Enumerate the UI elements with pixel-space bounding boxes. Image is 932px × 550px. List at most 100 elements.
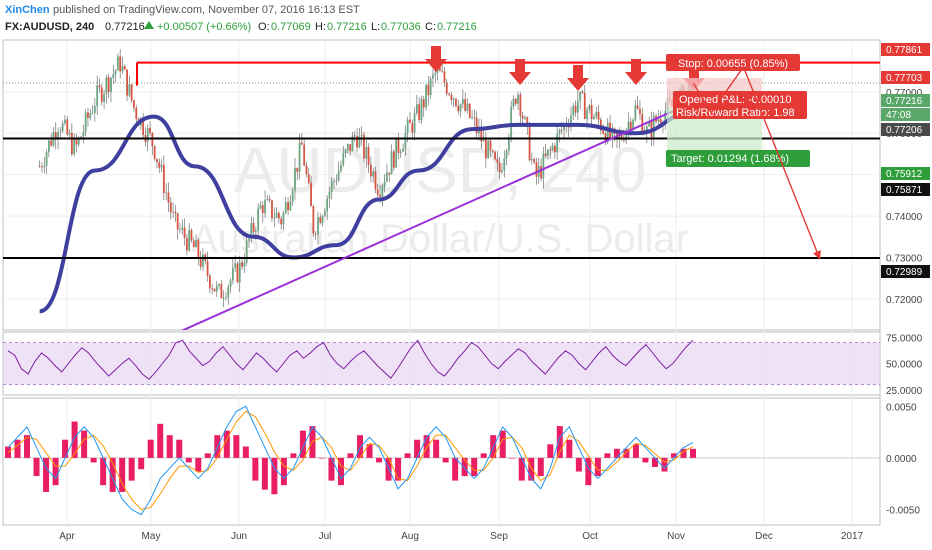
- candle-body: [236, 263, 239, 283]
- candle-body: [77, 137, 80, 145]
- candle-body: [264, 199, 266, 214]
- candle-body: [521, 115, 524, 119]
- x-tick-label: Oct: [582, 531, 598, 542]
- candle-body: [551, 145, 554, 150]
- candle-body: [314, 233, 317, 235]
- candle-body: [356, 136, 358, 148]
- x-tick-label: Dec: [755, 531, 773, 542]
- candle-body: [576, 100, 579, 113]
- x-tick-label: Jun: [231, 531, 247, 542]
- low-value: 0.77036: [381, 21, 421, 33]
- pnl-label-box[interactable]: [673, 91, 807, 119]
- candle-body: [146, 128, 149, 142]
- candle-body: [335, 180, 338, 182]
- candle-body: [512, 98, 515, 107]
- macd-layer: [3, 405, 880, 516]
- macd-histogram-bar: [518, 457, 525, 481]
- candle-body: [47, 140, 50, 153]
- candle-body: [413, 113, 416, 133]
- macd-histogram-bar: [632, 444, 639, 458]
- candle-body: [87, 112, 89, 119]
- candle-body: [629, 121, 632, 131]
- open-label: O:: [258, 21, 270, 33]
- candle-body: [43, 165, 46, 168]
- candle-body: [346, 144, 349, 150]
- candle-body: [376, 189, 379, 195]
- candle-body: [243, 262, 246, 267]
- macd-histogram-bar: [690, 448, 696, 458]
- top-markers: [425, 46, 705, 91]
- macd-histogram-bar: [71, 421, 78, 458]
- macd-histogram-bar: [537, 457, 544, 477]
- badge-last-price: 0.77216: [886, 96, 923, 107]
- x-tick-label: Nov: [667, 531, 685, 542]
- candle-body: [369, 164, 372, 177]
- badge-support-upper: 0.75871: [886, 185, 923, 196]
- badge-countdown: 47:08: [886, 110, 911, 121]
- badge-target: 0.75912: [886, 169, 923, 180]
- candle-body: [211, 288, 214, 290]
- macd-histogram-bar: [452, 457, 459, 481]
- macd-histogram-bar: [395, 457, 402, 481]
- candle-body: [498, 162, 501, 173]
- candle-body: [386, 172, 388, 182]
- candle-body: [404, 133, 407, 149]
- candle-body: [558, 129, 561, 134]
- rsi-layer: [3, 339, 880, 385]
- publish-info: published on TradingView.com, November 0…: [53, 4, 360, 16]
- candle-body: [425, 84, 427, 108]
- candle-body: [130, 84, 133, 101]
- candle-body: [333, 180, 335, 182]
- candle-body: [390, 151, 393, 175]
- candle-body: [482, 138, 485, 142]
- candle-body: [305, 165, 308, 175]
- candle-body: [441, 70, 444, 72]
- candle-body: [300, 142, 303, 145]
- candle-body: [572, 105, 575, 116]
- macd-histogram-bar: [594, 457, 601, 477]
- candle-body: [222, 297, 225, 299]
- candle-body: [273, 217, 276, 219]
- candle-body: [291, 190, 294, 202]
- macd-histogram-bar: [423, 435, 430, 458]
- macd-histogram-bar: [661, 457, 668, 472]
- macd-histogram-bar: [528, 457, 535, 481]
- candle-body: [218, 284, 220, 286]
- rsi-band: [3, 342, 880, 385]
- macd-histogram-bar: [556, 426, 563, 458]
- candle-body: [254, 230, 257, 232]
- author-name[interactable]: XinChen: [5, 4, 50, 16]
- candle-body: [468, 103, 471, 118]
- candle-body: [167, 192, 170, 203]
- candle-body: [593, 116, 595, 120]
- candle-body: [533, 159, 536, 163]
- macd-histogram-bar: [471, 457, 478, 477]
- stop-label-box[interactable]: [666, 54, 800, 71]
- price-badges: 0.77861 0.77703 0.77216 47:08 0.77206 0.…: [881, 43, 930, 278]
- x-tick-label: Jul: [319, 531, 332, 542]
- candle-body: [411, 123, 414, 133]
- candle-body: [494, 151, 496, 160]
- candle-body: [107, 77, 110, 93]
- trendline[interactable]: [151, 97, 703, 345]
- candle-body: [563, 124, 565, 131]
- macd-histogram-bar: [271, 457, 278, 495]
- candle-body: [66, 119, 69, 135]
- candle-body: [507, 136, 510, 151]
- macd-histogram-bar: [585, 457, 592, 486]
- macd-histogram-bar: [499, 430, 506, 458]
- candle-body: [284, 202, 287, 214]
- candle-body: [397, 138, 400, 153]
- macd-histogram-bar: [328, 457, 335, 481]
- target-label: Target: 0.01294 (1.68%): [671, 153, 789, 165]
- candle-body: [620, 134, 623, 139]
- candle-body: [586, 110, 588, 120]
- candle-body: [452, 98, 455, 100]
- candle-body: [114, 70, 117, 75]
- target-label-box[interactable]: [666, 150, 810, 167]
- price-layer: [3, 49, 880, 345]
- macd-histogram-bar: [81, 430, 88, 458]
- candle-body: [588, 105, 591, 111]
- macd-histogram-bar: [138, 457, 145, 470]
